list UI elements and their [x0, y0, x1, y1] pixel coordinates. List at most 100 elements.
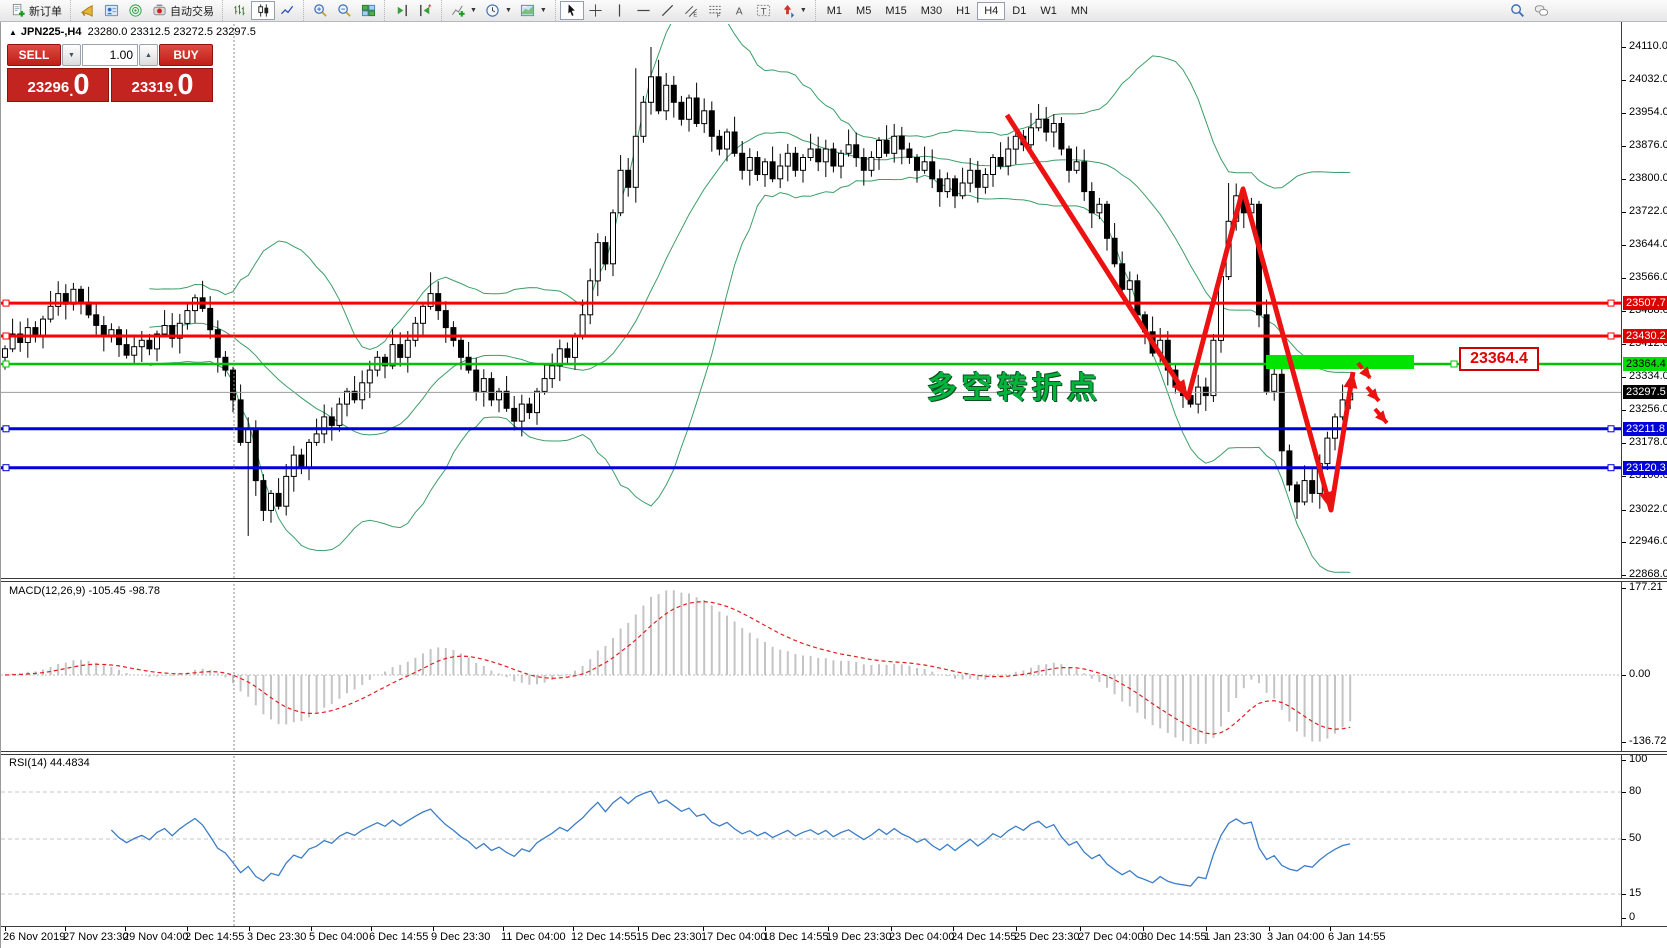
timeframe-D1[interactable]: D1	[1005, 2, 1033, 20]
indicator-tick-mark	[1622, 588, 1626, 589]
trendline-tool-button[interactable]	[656, 1, 680, 20]
time-tick-label: 30 Dec 14:55	[1141, 931, 1207, 943]
horizontal-line-tool-button[interactable]	[632, 1, 656, 20]
chat-bubbles-icon	[1533, 3, 1549, 19]
time-tick-mark	[703, 927, 704, 931]
buy-price-main: 23319	[131, 79, 174, 96]
timeframe-M5[interactable]: M5	[849, 2, 878, 20]
price-tick-mark	[1622, 113, 1626, 115]
volume-down-button[interactable]: ▼	[62, 44, 81, 66]
time-tick-label: 6 Jan 14:55	[1328, 931, 1386, 943]
cursor-tool-button[interactable]	[559, 1, 584, 20]
tile-windows-button[interactable]	[356, 1, 380, 20]
text-tool-button[interactable]: A	[728, 1, 752, 20]
time-tick-label: 26 Nov 2019	[3, 931, 66, 943]
price-tick-label: 23566.0	[1629, 271, 1667, 284]
chart-shift-icon	[417, 3, 433, 19]
periods-button[interactable]: ▼	[481, 1, 516, 20]
buy-price-display[interactable]: 23319. 0	[111, 68, 213, 102]
price-tick-mark	[1622, 410, 1626, 412]
time-tick-label: 18 Dec 14:55	[763, 931, 829, 943]
zoom-in-button[interactable]	[308, 1, 332, 20]
time-tick-mark	[503, 927, 504, 931]
timeframe-H1[interactable]: H1	[949, 2, 977, 20]
alerts-button[interactable]	[75, 1, 99, 20]
time-tick-label: 3 Dec 23:30	[247, 931, 307, 943]
price-tick-label: 22868.0	[1629, 568, 1667, 580]
time-tick-label: 17 Dec 04:00	[701, 931, 767, 943]
indicators-button[interactable]: ▼	[446, 1, 481, 20]
price-axis[interactable]: 24110.0 24032.0 23954.0 23876.0 23800.0 23722…	[1621, 22, 1667, 926]
line-chart-mode-button[interactable]	[275, 1, 299, 20]
chart-canvas[interactable]	[1, 22, 1667, 926]
search-icon	[1509, 3, 1525, 19]
zoom-out-button[interactable]	[332, 1, 356, 20]
price-tick-label: 23334.0	[1629, 369, 1667, 382]
indicator-tick-label: 177.21	[1629, 581, 1663, 593]
indicator-tick-label: 100	[1629, 753, 1648, 765]
time-axis[interactable]: 26 Nov 2019 27 Nov 23:30 29 Nov 04:00 2 Dec…	[1, 926, 1667, 948]
chat-button[interactable]	[1529, 1, 1553, 20]
new-order-icon	[10, 3, 26, 19]
equidistant-channel-icon: E	[684, 3, 700, 19]
auto-trading-button[interactable]: 自动交易	[147, 1, 218, 20]
market-watch-button[interactable]	[99, 1, 123, 20]
vertical-line-icon	[612, 3, 628, 19]
rsi-indicator-label: RSI(14) 44.4834	[9, 757, 90, 769]
level-price-badge: 23120.3	[1623, 460, 1667, 475]
time-tick-label: 1 Jan 23:30	[1204, 931, 1262, 943]
time-tick-mark	[891, 927, 892, 931]
timeframe-M15[interactable]: M15	[878, 2, 913, 20]
search-button[interactable]	[1505, 1, 1529, 20]
timeframe-M1[interactable]: M1	[820, 2, 849, 20]
panel-divider-rsi[interactable]	[1, 751, 1667, 755]
new-order-button[interactable]: 新订单	[6, 1, 66, 20]
fibonacci-tool-button[interactable]: F	[704, 1, 728, 20]
crosshair-tool-button[interactable]	[584, 1, 608, 20]
indicator-tick-mark	[1622, 839, 1626, 840]
time-tick-mark	[953, 927, 954, 931]
indicator-tick-mark	[1622, 675, 1626, 676]
chart-title: ▲ JPN225-,H4 23280.0 23312.5 23272.5 2329…	[9, 26, 256, 38]
time-tick-mark	[828, 927, 829, 931]
price-tick-label: 23178.0	[1629, 436, 1667, 449]
timeframe-M30[interactable]: M30	[914, 2, 949, 20]
chart-shift-button[interactable]	[413, 1, 437, 20]
panel-divider-macd[interactable]	[1, 578, 1667, 582]
indicator-tick-label: 0	[1629, 911, 1636, 923]
bar-chart-mode-button[interactable]	[227, 1, 251, 20]
candlestick-mode-button[interactable]	[251, 1, 275, 20]
time-tick-mark	[638, 927, 639, 931]
buy-button[interactable]: BUY	[159, 44, 213, 66]
time-tick-mark	[1206, 927, 1207, 931]
radar-button[interactable]	[123, 1, 147, 20]
timeframe-W1[interactable]: W1	[1033, 2, 1064, 20]
sell-button[interactable]: SELL	[7, 44, 61, 66]
auto-scroll-button[interactable]	[389, 1, 413, 20]
chevron-down-icon: ▼	[539, 7, 547, 14]
timeframe-MN[interactable]: MN	[1064, 2, 1095, 20]
sell-price-main: 23296	[27, 79, 70, 96]
channel-tool-button[interactable]: E	[680, 1, 704, 20]
radar-icon	[127, 3, 143, 19]
chart-area[interactable]: ▲ JPN225-,H4 23280.0 23312.5 23272.5 2329…	[0, 22, 1667, 948]
price-tick-label: 23644.0	[1629, 238, 1667, 251]
indicator-tick-label: 0.00	[1629, 668, 1651, 680]
chevron-down-icon: ▼	[470, 7, 477, 14]
volume-input[interactable]	[82, 44, 138, 66]
price-tick-mark	[1622, 80, 1626, 82]
arrows-tool-button[interactable]: ▼	[776, 1, 811, 20]
templates-button[interactable]: ▼	[516, 1, 551, 20]
add-indicator-icon	[450, 3, 466, 19]
volume-up-button[interactable]: ▲	[139, 44, 158, 66]
text-label-tool-button[interactable]: T	[752, 1, 776, 20]
time-tick-mark	[573, 927, 574, 931]
sell-price-display[interactable]: 23296. 0	[7, 68, 109, 102]
vertical-line-tool-button[interactable]	[608, 1, 632, 20]
time-tick-label: 24 Dec 14:55	[951, 931, 1017, 943]
zoom-in-icon	[312, 3, 328, 19]
time-tick-label: 15 Dec 23:30	[636, 931, 702, 943]
price-tick-mark	[1622, 311, 1626, 313]
timeframe-H4[interactable]: H4	[977, 1, 1006, 20]
